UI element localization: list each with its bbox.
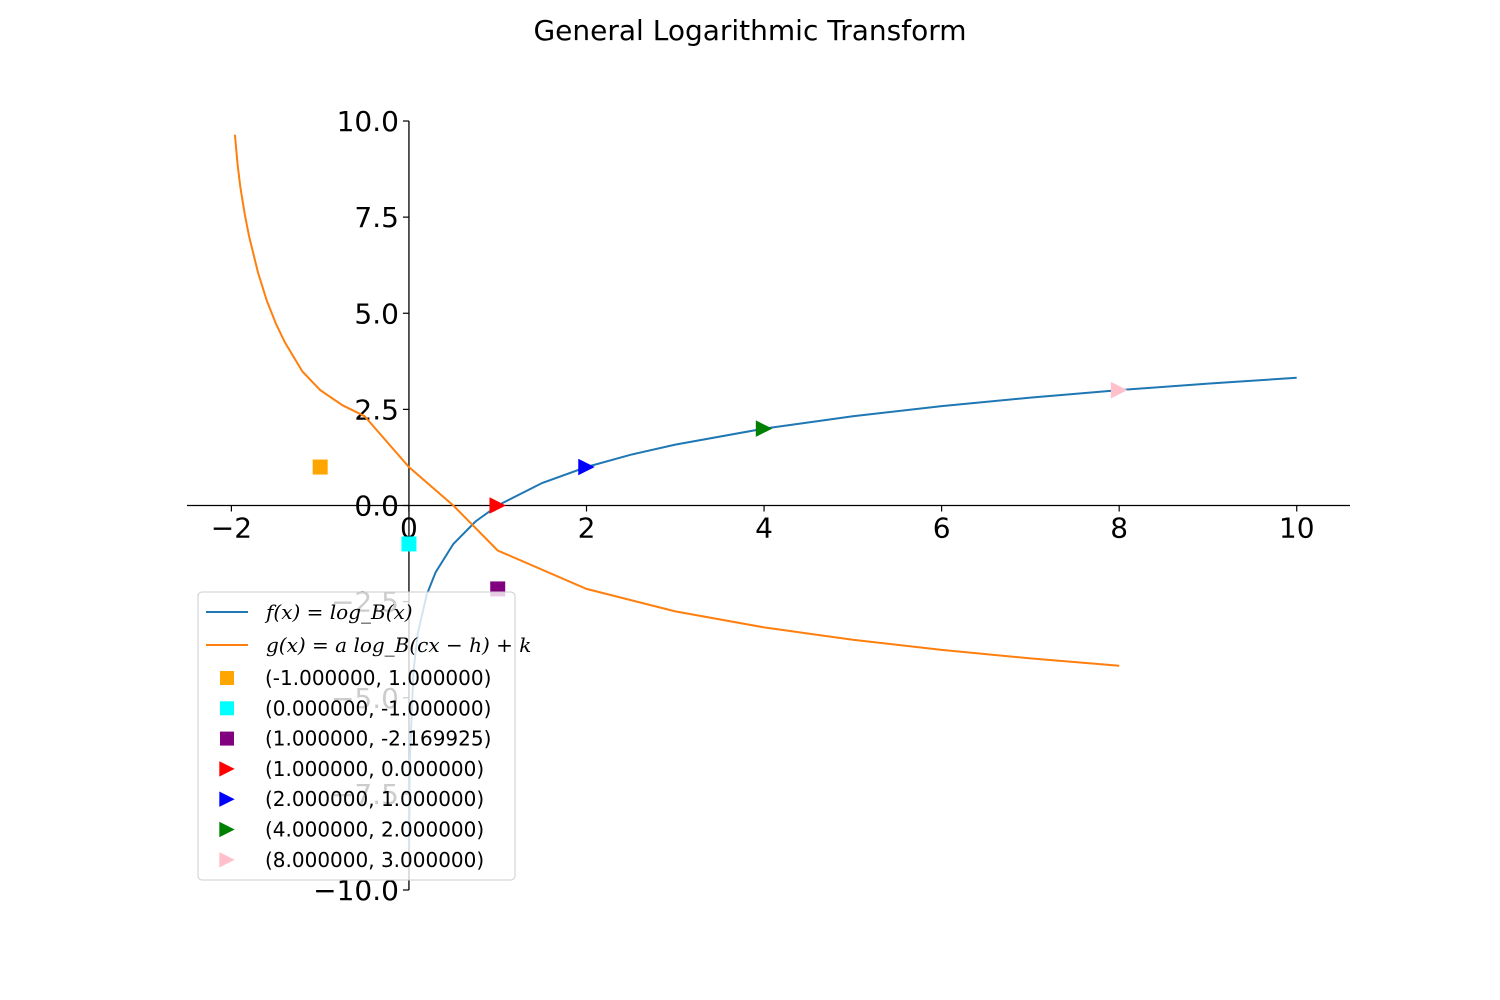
legend-marker-label: (4.000000, 2.000000) bbox=[265, 818, 484, 842]
series-line-g bbox=[233, 134, 1120, 667]
legend-marker-swatch bbox=[220, 671, 234, 685]
legend-marker-label: (2.000000, 1.000000) bbox=[265, 787, 484, 811]
legend-series-label: f(x) = log_B(x) bbox=[264, 600, 413, 624]
data-point-marker bbox=[489, 497, 506, 514]
y-tick-label: 2.5 bbox=[354, 393, 399, 426]
x-tick-label: 8 bbox=[1110, 512, 1128, 545]
y-tick-label: 7.5 bbox=[354, 201, 399, 234]
legend-series-label: g(x) = a log_B(cx − h) + k bbox=[266, 633, 531, 657]
x-tick-label: 4 bbox=[755, 512, 773, 545]
legend-marker-swatch bbox=[219, 761, 235, 777]
x-tick-label: 0 bbox=[400, 512, 418, 545]
data-point-marker bbox=[578, 458, 595, 476]
data-point-marker bbox=[755, 420, 773, 437]
data-point-marker bbox=[1110, 381, 1128, 399]
legend-marker-label: (0.000000, -1.000000) bbox=[265, 696, 491, 720]
x-tick-label: 10 bbox=[1279, 512, 1315, 545]
legend-marker-swatch bbox=[219, 852, 235, 868]
x-tick-label: 6 bbox=[933, 512, 951, 545]
data-point-marker bbox=[312, 459, 328, 475]
legend-marker-swatch bbox=[220, 701, 234, 716]
legend-marker-label: (1.000000, -2.169925) bbox=[265, 727, 491, 751]
legend-marker-swatch bbox=[219, 821, 235, 838]
legend-marker-label: (-1.000000, 1.000000) bbox=[265, 666, 491, 690]
chart-title: General Logarithmic Transform bbox=[533, 14, 967, 47]
data-point-marker bbox=[401, 536, 417, 552]
legend-marker-swatch bbox=[219, 791, 235, 807]
legend-box bbox=[197, 591, 516, 881]
legend-marker-swatch bbox=[220, 731, 234, 746]
x-tick-label: 2 bbox=[578, 512, 596, 545]
legend: f(x) = log_B(x) g(x) = a log_B(cx − h) + … bbox=[197, 591, 531, 881]
y-tick-label: 5.0 bbox=[354, 297, 399, 330]
y-tick-label: 0.0 bbox=[354, 490, 399, 523]
legend-marker-label: (8.000000, 3.000000) bbox=[265, 848, 484, 872]
legend-marker-label: (1.000000, 0.000000) bbox=[265, 757, 484, 781]
x-tick-label: −2 bbox=[211, 512, 252, 545]
series-line-f bbox=[408, 376, 1297, 851]
y-tick-label: 10.0 bbox=[337, 105, 399, 138]
